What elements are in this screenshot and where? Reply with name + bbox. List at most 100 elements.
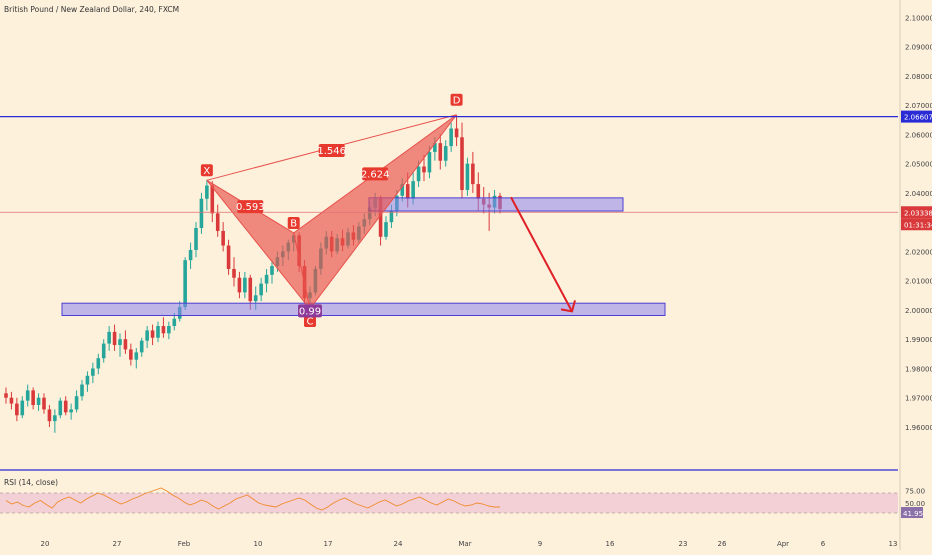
- candle-body: [134, 352, 139, 360]
- candle-body: [243, 277, 247, 293]
- time-tick: 17: [324, 540, 333, 548]
- price-tick: 2.02000: [905, 248, 932, 256]
- candle-body: [150, 330, 155, 338]
- candle-body: [438, 143, 443, 161]
- candle-body: [4, 393, 8, 398]
- candle-body: [476, 184, 481, 199]
- candle-body: [210, 185, 215, 214]
- candle-body: [74, 396, 79, 410]
- point-label-x-box: [200, 164, 213, 177]
- candle-body: [63, 400, 68, 413]
- price-tick: 2.08000: [905, 73, 932, 81]
- candle-body: [378, 198, 383, 237]
- candle-body: [454, 128, 459, 138]
- candle-body: [31, 390, 35, 406]
- price-tick: 2.00000: [905, 307, 932, 315]
- time-tick: 26: [718, 540, 727, 548]
- candle-body: [96, 358, 101, 369]
- price-tick: 2.05000: [905, 161, 932, 169]
- candle-body: [167, 326, 171, 334]
- ratio-label-ac-box: [298, 304, 322, 318]
- point-label-c-box: [304, 314, 316, 327]
- time-tick: 6: [821, 540, 826, 548]
- countdown-tag: 01:31:34: [904, 221, 932, 229]
- price-tick: 2.06000: [905, 131, 932, 139]
- price-tick: 1.98000: [905, 365, 932, 373]
- candle-body: [427, 151, 432, 173]
- rsi-tick: 50.00: [905, 500, 925, 508]
- price-tick: 2.09000: [905, 44, 932, 52]
- point-label-x: X: [203, 166, 210, 177]
- candle-body: [400, 184, 405, 196]
- time-tick: 23: [679, 540, 688, 548]
- candle-body: [107, 331, 111, 344]
- candle-body: [405, 184, 410, 199]
- candle-body: [15, 403, 19, 416]
- price-tick: 1.96000: [905, 424, 932, 432]
- point-label-d-box: [450, 93, 463, 106]
- candle-body: [237, 277, 242, 293]
- rsi-band: [0, 493, 898, 513]
- candle-body: [91, 368, 95, 376]
- candle-body: [9, 397, 14, 404]
- price-tick: 1.99000: [905, 336, 932, 344]
- point-label-c: C: [307, 316, 314, 327]
- price-tick: 2.04000: [905, 190, 932, 198]
- candle-body: [384, 222, 388, 237]
- ratio-label-xd-box: [318, 144, 345, 158]
- time-tick: 9: [538, 540, 542, 548]
- price-tick: 2.01000: [905, 278, 932, 286]
- candle-body: [422, 166, 426, 173]
- candle-body: [443, 146, 448, 161]
- candle-body: [221, 230, 225, 246]
- candle-body: [232, 268, 236, 278]
- candle-body: [264, 274, 269, 284]
- ratio-label-bcd: 2.624: [361, 169, 390, 180]
- last-price-tag: 2.03338: [904, 209, 932, 217]
- candle-body: [259, 283, 263, 296]
- candle-body: [194, 228, 198, 250]
- time-tick: Feb: [178, 540, 191, 548]
- candle-body: [58, 400, 63, 416]
- demand-zone-upper: [368, 197, 624, 212]
- rsi-tick: 75.00: [905, 488, 925, 496]
- candle-body: [123, 339, 128, 350]
- point-label-b: B: [290, 218, 297, 229]
- candle-body: [199, 198, 204, 228]
- candle-body: [156, 326, 160, 338]
- time-tick: 27: [113, 540, 122, 548]
- candle-body: [69, 409, 73, 413]
- candle-body: [248, 277, 253, 302]
- time-tick: 13: [889, 540, 898, 548]
- rsi-value-box: [901, 507, 923, 519]
- candle-body: [215, 213, 220, 231]
- candle-body: [389, 210, 394, 223]
- price-tick: 2.07000: [905, 102, 932, 110]
- candle-body: [139, 340, 144, 353]
- ratio-label-bcd-box: [362, 167, 389, 181]
- ratio-label-xab-box: [237, 200, 264, 214]
- time-tick: 20: [41, 540, 50, 548]
- rsi-label: RSI (14, close): [4, 478, 58, 487]
- candle-body: [161, 326, 166, 334]
- chart-title: British Pound / New Zealand Dollar, 240,…: [4, 5, 179, 14]
- candle-body: [118, 339, 122, 346]
- time-tick: Mar: [458, 540, 471, 548]
- resistance-price-tag-box: [901, 110, 932, 123]
- candle-body: [411, 181, 415, 199]
- candle-body: [253, 295, 258, 302]
- projection-arrowhead: [560, 300, 576, 313]
- candle-body: [205, 185, 209, 199]
- candle-body: [80, 384, 84, 397]
- candle-body: [449, 128, 453, 147]
- candle-body: [226, 245, 231, 269]
- price-tick: 1.97000: [905, 395, 932, 403]
- candle-body: [188, 249, 193, 261]
- candle-body: [172, 318, 177, 327]
- candle-body: [471, 163, 475, 185]
- time-tick: 16: [606, 540, 615, 548]
- rsi-line: [5, 487, 500, 511]
